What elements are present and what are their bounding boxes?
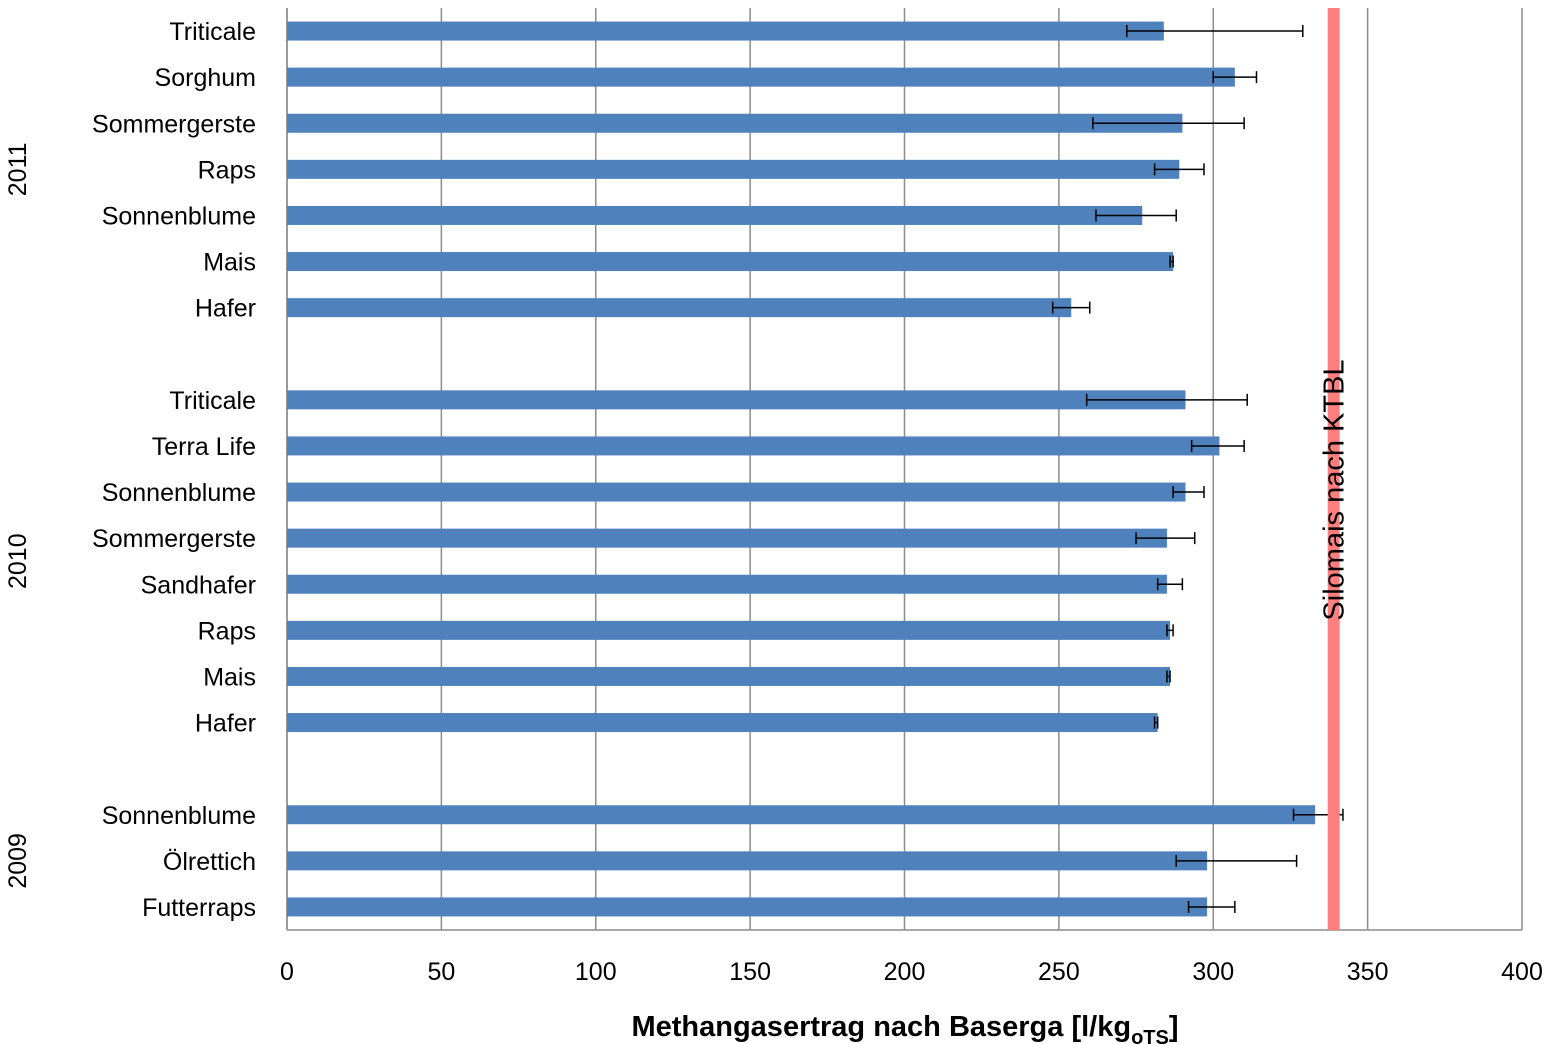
category-label: Sandhafer <box>141 571 256 599</box>
reference-line-label: Silomais nach KTBL <box>1319 359 1351 620</box>
x-tick-label: 0 <box>280 958 294 986</box>
category-label: Triticale <box>169 387 256 415</box>
error-bars <box>1051 25 1344 913</box>
bar <box>287 390 1186 410</box>
bars <box>287 21 1316 917</box>
category-labels: Triticale Sorghum Sommergerste Raps Sonnenbl… <box>92 18 256 922</box>
reference-line <box>1327 8 1340 930</box>
category-label: Terra Life <box>152 433 256 461</box>
x-tick-label: 200 <box>884 958 926 986</box>
category-label: Sommergerste <box>92 110 256 138</box>
bar <box>287 851 1208 871</box>
bar <box>287 620 1171 640</box>
category-label: Hafer <box>195 295 256 323</box>
bar <box>287 482 1186 502</box>
bar <box>287 252 1174 272</box>
x-axis-label-suffix: ] <box>1169 1011 1179 1043</box>
x-tick-label: 300 <box>1192 958 1234 986</box>
bar <box>287 67 1235 87</box>
x-tick-label: 100 <box>575 958 617 986</box>
category-label: Raps <box>198 156 256 184</box>
category-label: Sonnenblume <box>102 802 256 830</box>
x-axis-label: Methangasertrag nach Baserga [l/kgoTS] <box>631 1011 1178 1044</box>
category-label: Sorghum <box>155 64 256 92</box>
category-label: Hafer <box>195 710 256 738</box>
category-label: Mais <box>203 249 256 277</box>
category-label: Sonnenblume <box>102 479 256 507</box>
group-label: 2010 <box>4 533 32 589</box>
group-label: 2009 <box>4 833 32 889</box>
category-label: Sommergerste <box>92 525 256 553</box>
bar <box>287 436 1220 456</box>
category-label: Raps <box>198 617 256 645</box>
x-axis-label-main: Methangasertrag nach Baserga [l/kg <box>631 1011 1131 1043</box>
group-label: 2011 <box>4 142 32 196</box>
reference-line-group: Silomais nach KTBL <box>1319 8 1351 930</box>
bar <box>287 113 1183 133</box>
bar <box>287 298 1072 318</box>
group-labels: 2011 2010 2009 <box>4 142 32 888</box>
bar <box>287 713 1158 733</box>
bar <box>287 21 1164 41</box>
category-label: Ölrettich <box>163 848 256 876</box>
x-tick-label: 150 <box>729 958 771 986</box>
x-tick-labels: 0 50 100 150 200 250 300 350 400 <box>280 958 1543 986</box>
bar <box>287 159 1180 179</box>
bar <box>287 205 1143 225</box>
x-tick-label: 350 <box>1347 958 1389 986</box>
bar <box>287 897 1208 917</box>
x-axis-label-subscript: oTS <box>1131 1027 1169 1044</box>
bar <box>287 805 1316 825</box>
x-tick-label: 250 <box>1038 958 1080 986</box>
bar <box>287 574 1167 594</box>
x-tick-label: 400 <box>1501 958 1543 986</box>
bar <box>287 528 1167 548</box>
category-label: Futterraps <box>142 894 256 922</box>
category-label: Triticale <box>169 18 256 46</box>
x-tick-label: 50 <box>427 958 455 986</box>
bar <box>287 666 1171 686</box>
category-label: Sonnenblume <box>102 202 256 230</box>
category-label: Mais <box>203 663 256 691</box>
